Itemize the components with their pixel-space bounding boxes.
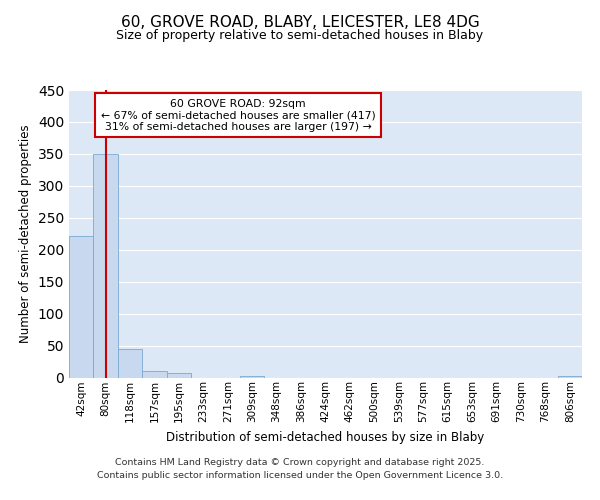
Y-axis label: Number of semi-detached properties: Number of semi-detached properties [19,124,32,343]
Text: 60 GROVE ROAD: 92sqm
← 67% of semi-detached houses are smaller (417)
31% of semi: 60 GROVE ROAD: 92sqm ← 67% of semi-detac… [101,98,376,132]
X-axis label: Distribution of semi-detached houses by size in Blaby: Distribution of semi-detached houses by … [166,430,485,444]
Bar [69,236,94,378]
Text: Size of property relative to semi-detached houses in Blaby: Size of property relative to semi-detach… [116,30,484,43]
Bar [118,349,142,378]
Bar [557,376,582,378]
Bar [167,373,191,378]
Bar [240,376,265,378]
Bar [94,154,118,378]
Text: Contains HM Land Registry data © Crown copyright and database right 2025.: Contains HM Land Registry data © Crown c… [115,458,485,467]
Text: Contains public sector information licensed under the Open Government Licence 3.: Contains public sector information licen… [97,472,503,480]
Text: 60, GROVE ROAD, BLABY, LEICESTER, LE8 4DG: 60, GROVE ROAD, BLABY, LEICESTER, LE8 4D… [121,15,479,30]
Bar [142,371,167,378]
